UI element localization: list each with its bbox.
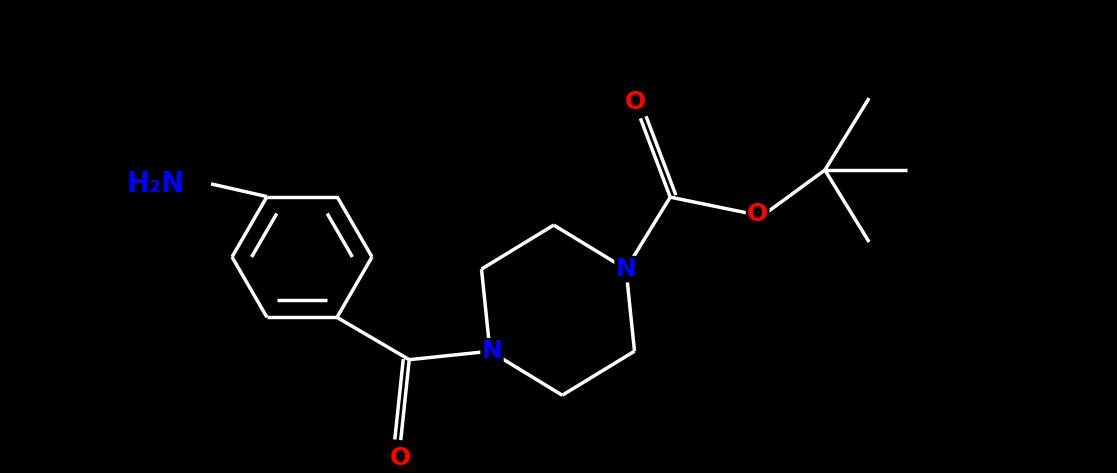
Text: N: N [481,339,503,363]
Text: N: N [615,257,637,281]
Text: H₂N: H₂N [126,170,185,198]
Text: O: O [390,446,411,470]
Text: O: O [624,90,646,114]
Text: O: O [747,202,768,226]
